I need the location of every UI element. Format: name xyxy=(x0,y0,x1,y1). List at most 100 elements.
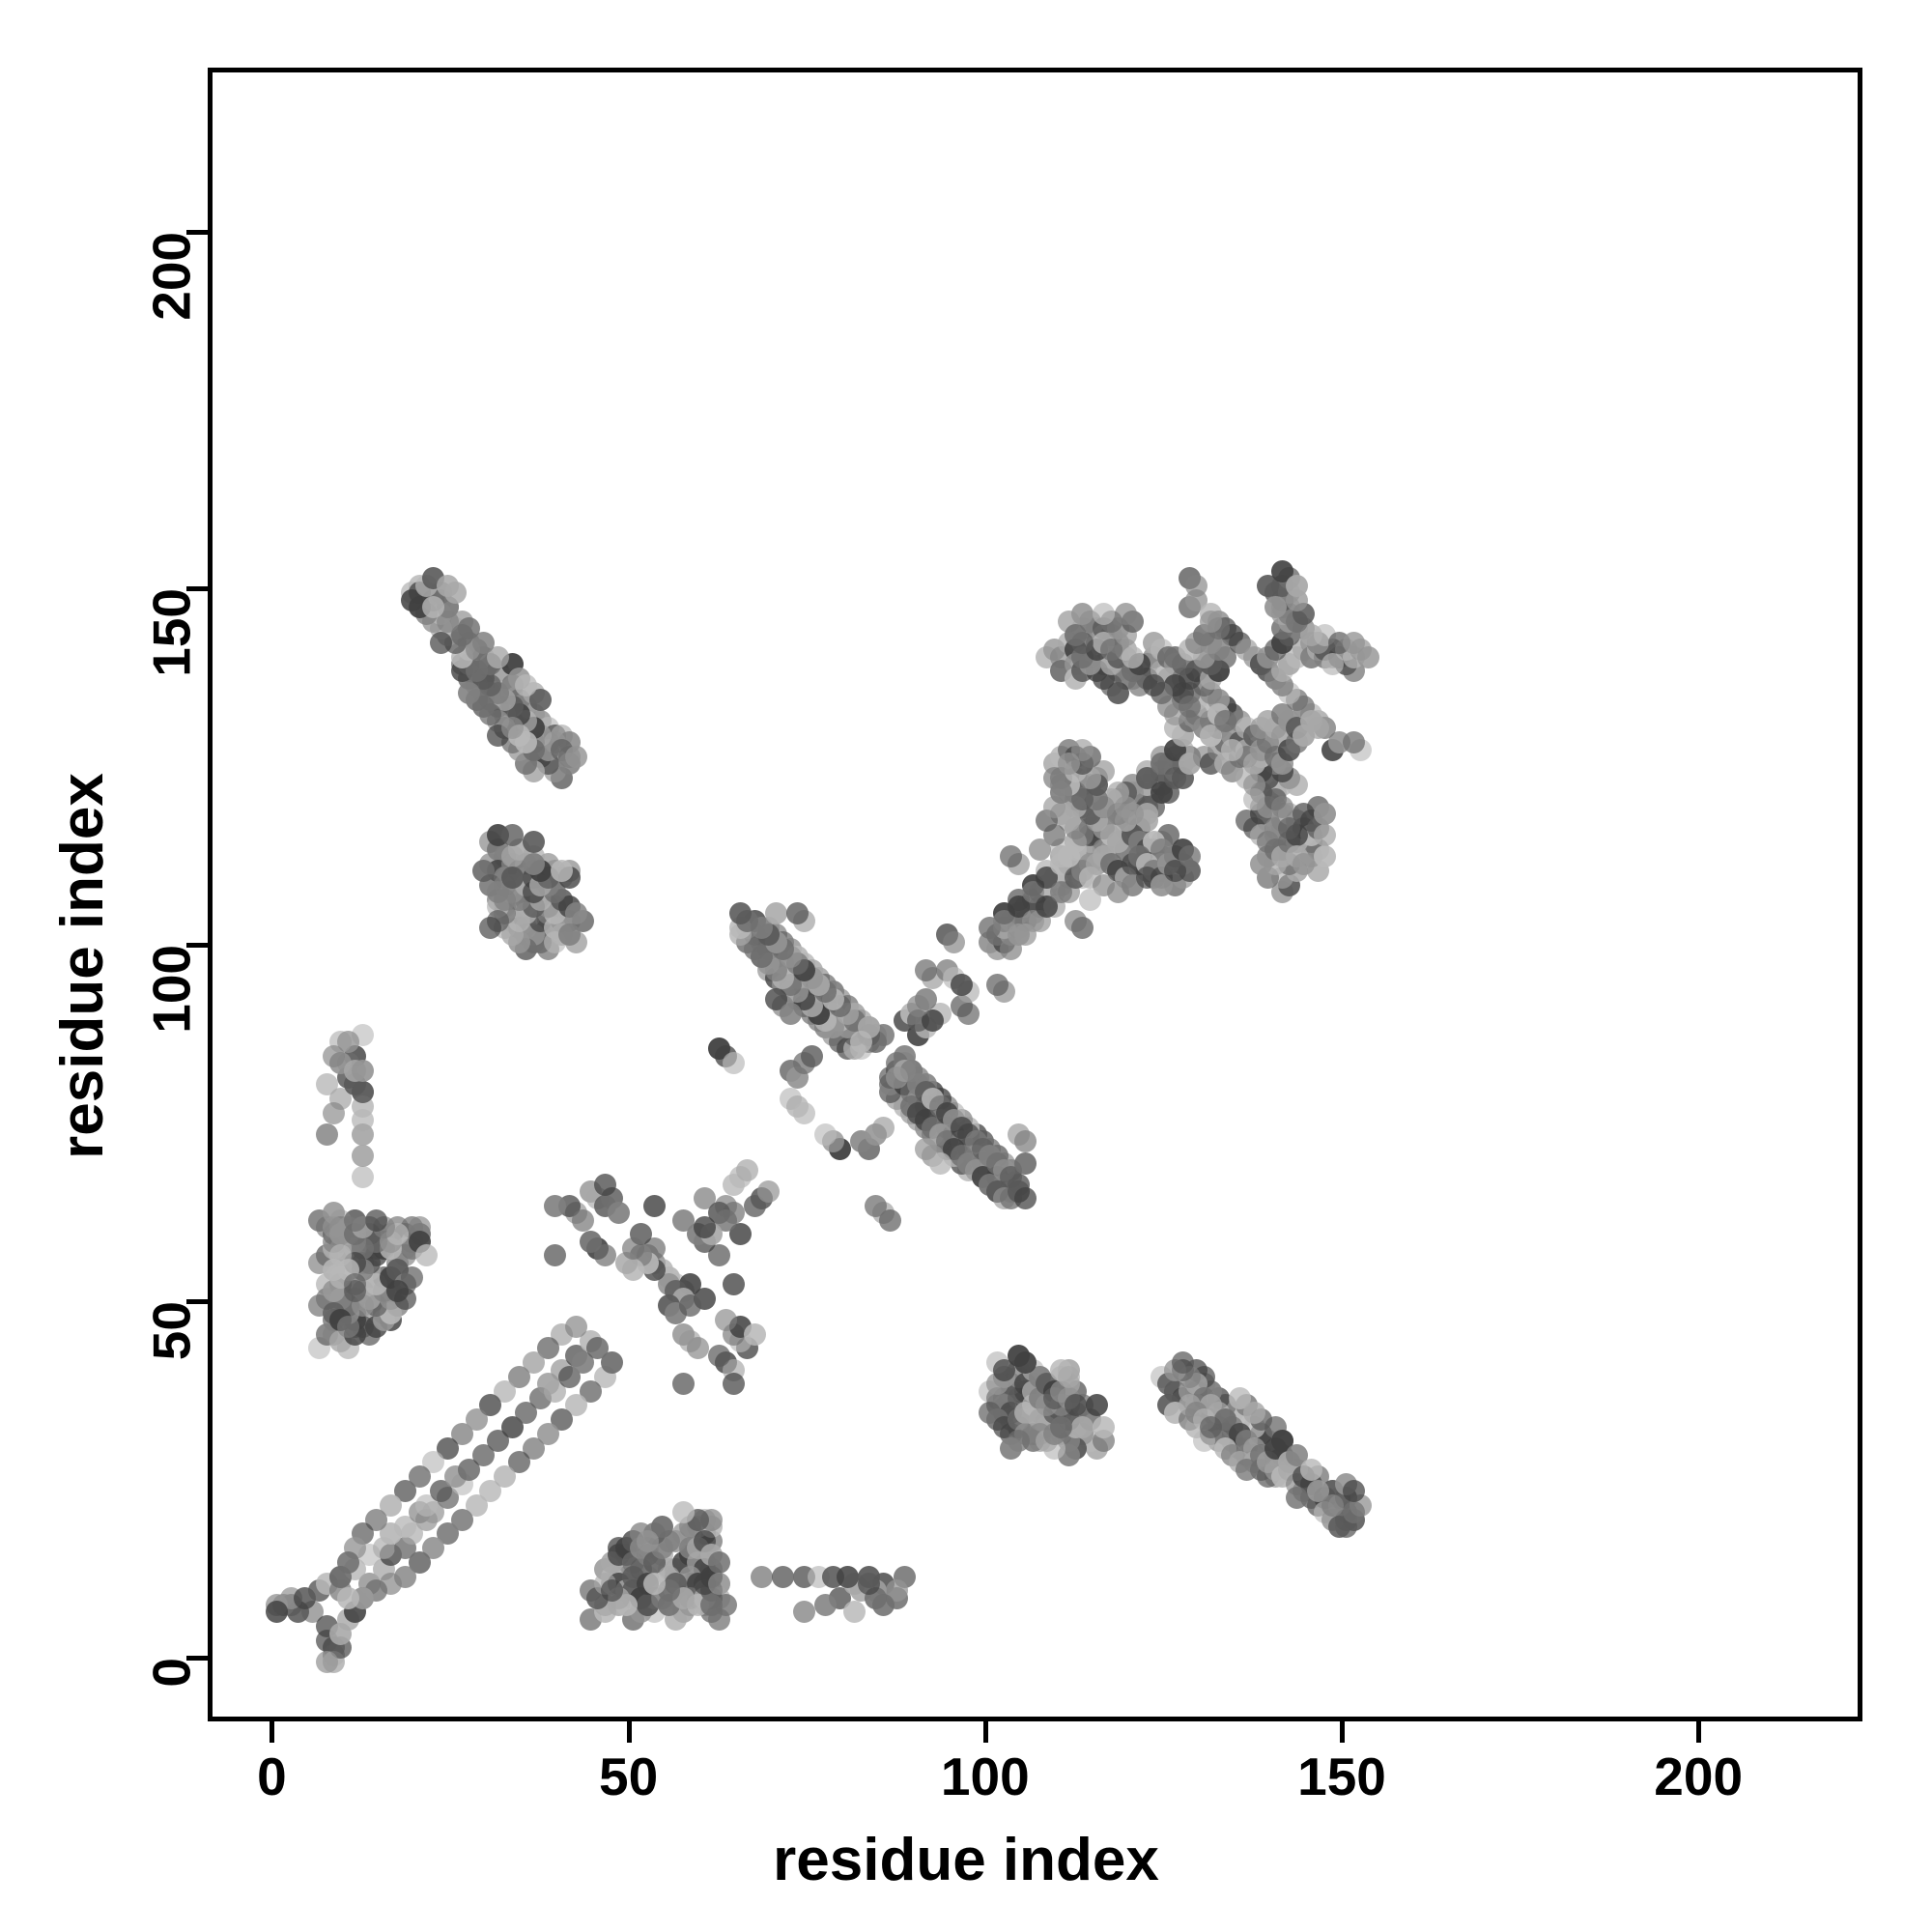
x-tick-mark xyxy=(1696,1721,1702,1743)
data-point xyxy=(507,1451,530,1474)
data-point xyxy=(344,1272,367,1295)
data-point xyxy=(1093,1415,1116,1438)
data-point xyxy=(450,1422,473,1445)
data-point xyxy=(465,1493,488,1517)
data-point xyxy=(643,1572,667,1595)
data-point xyxy=(772,1565,795,1588)
data-point xyxy=(743,1322,766,1346)
data-point xyxy=(1171,1351,1194,1375)
data-point xyxy=(1071,917,1094,940)
data-point xyxy=(572,1351,595,1375)
data-point xyxy=(522,852,545,875)
data-point xyxy=(408,1550,431,1574)
data-point xyxy=(707,1244,730,1267)
data-point xyxy=(671,1322,695,1346)
data-point xyxy=(886,1065,909,1089)
data-point xyxy=(393,1479,416,1502)
data-point xyxy=(529,688,553,711)
data-point xyxy=(800,1044,823,1067)
data-point xyxy=(351,1059,374,1082)
data-point xyxy=(429,631,452,654)
data-point xyxy=(386,1280,410,1303)
data-point xyxy=(557,1365,581,1388)
data-point xyxy=(323,1215,346,1238)
x-tick-label: 100 xyxy=(940,1747,1030,1806)
data-point xyxy=(650,1515,673,1538)
data-point xyxy=(1114,603,1137,626)
data-point xyxy=(351,1166,374,1189)
data-point xyxy=(1029,838,1051,861)
data-point xyxy=(1321,1493,1344,1517)
data-point xyxy=(507,1365,530,1388)
data-point xyxy=(515,1401,538,1424)
scatter-plot-area xyxy=(213,72,1858,1717)
data-point xyxy=(557,923,581,947)
data-point xyxy=(500,867,524,890)
data-point xyxy=(472,1444,496,1467)
data-point xyxy=(686,1337,709,1360)
plot-frame xyxy=(208,68,1862,1721)
x-tick-mark xyxy=(626,1721,632,1743)
data-point xyxy=(479,1479,502,1502)
data-point xyxy=(622,1237,645,1261)
data-point xyxy=(1057,753,1080,776)
data-point xyxy=(572,1208,595,1232)
data-point xyxy=(1042,767,1065,790)
data-point xyxy=(500,1415,524,1438)
data-point xyxy=(429,1479,452,1502)
data-point xyxy=(265,1601,288,1624)
data-point xyxy=(993,1358,1016,1381)
data-point xyxy=(600,1579,623,1603)
data-point xyxy=(643,1194,667,1217)
data-point xyxy=(437,574,460,597)
data-point xyxy=(914,959,937,982)
data-point xyxy=(843,1601,867,1624)
data-point xyxy=(437,1522,460,1546)
data-point xyxy=(351,1145,374,1168)
data-point xyxy=(751,1565,774,1588)
data-point xyxy=(336,1316,359,1339)
data-point xyxy=(1021,909,1044,932)
data-point xyxy=(693,1215,716,1238)
y-tick-label: 50 xyxy=(141,1300,202,1360)
data-point xyxy=(1342,1479,1365,1502)
data-point xyxy=(315,1651,338,1674)
data-point xyxy=(1078,888,1101,911)
data-point xyxy=(608,1202,631,1225)
data-point xyxy=(1221,738,1244,761)
data-point xyxy=(671,1373,695,1396)
data-point xyxy=(543,1194,566,1217)
data-point xyxy=(422,1451,445,1474)
data-point xyxy=(380,1493,403,1517)
data-point xyxy=(1071,1415,1094,1438)
data-point xyxy=(1342,631,1365,654)
data-point xyxy=(1114,795,1137,818)
data-point xyxy=(1342,731,1365,754)
data-point xyxy=(1164,767,1187,790)
data-point xyxy=(957,1002,980,1025)
data-point xyxy=(1314,845,1337,868)
data-point xyxy=(707,1550,730,1574)
data-point xyxy=(458,1458,481,1481)
data-point xyxy=(1093,873,1116,896)
x-tick-label: 50 xyxy=(599,1747,659,1806)
data-point xyxy=(522,1351,545,1375)
data-point xyxy=(814,1594,838,1617)
data-point xyxy=(579,1379,602,1403)
data-point xyxy=(437,1436,460,1460)
data-point xyxy=(1000,1436,1023,1460)
data-point xyxy=(1007,895,1030,918)
data-point xyxy=(500,845,524,868)
data-point xyxy=(336,1586,359,1609)
data-point xyxy=(393,1515,416,1538)
data-point xyxy=(1200,610,1223,633)
data-point xyxy=(1242,774,1265,797)
data-point xyxy=(757,1180,781,1204)
data-point xyxy=(1071,603,1094,626)
x-tick-mark xyxy=(982,1721,988,1743)
data-point xyxy=(479,1394,502,1417)
data-point xyxy=(500,824,524,847)
data-point xyxy=(336,1031,359,1054)
data-point xyxy=(722,1373,745,1396)
